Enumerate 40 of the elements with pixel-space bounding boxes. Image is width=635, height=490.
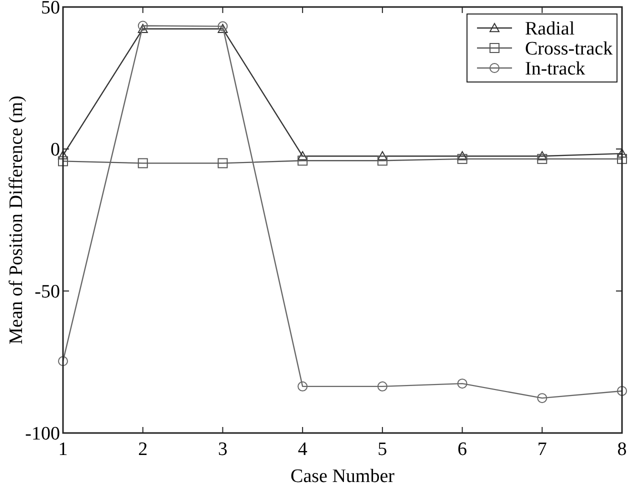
point <box>218 158 228 168</box>
point <box>617 386 627 396</box>
point <box>537 393 548 404</box>
point <box>377 156 388 166</box>
y-tick-label: 0 <box>50 140 60 161</box>
point <box>457 154 468 164</box>
point <box>617 148 627 158</box>
x-tick-label: 8 <box>617 439 627 460</box>
y-tick-label: -100 <box>25 424 60 445</box>
point <box>537 151 548 160</box>
point <box>377 151 388 160</box>
point <box>457 378 468 389</box>
point <box>537 154 548 164</box>
point <box>457 151 468 160</box>
point <box>58 156 68 166</box>
legend-label: In-track <box>525 58 586 80</box>
point <box>617 154 627 164</box>
point <box>298 156 308 166</box>
x-axis-title: Case Number <box>290 466 396 487</box>
point <box>58 356 68 366</box>
point <box>138 24 148 33</box>
x-tick-label: 3 <box>218 439 228 460</box>
x-tick-label: 5 <box>378 439 388 460</box>
point <box>298 381 308 392</box>
legend-label: Cross-track <box>525 38 614 60</box>
point <box>138 158 148 168</box>
point <box>218 24 228 33</box>
point <box>58 150 68 160</box>
x-tick-label: 6 <box>458 439 468 460</box>
point <box>377 381 388 392</box>
x-tick-label: 2 <box>138 439 148 460</box>
point <box>138 20 148 31</box>
x-tick-label: 4 <box>298 439 308 460</box>
y-axis-title: Mean of Position Difference (m) <box>6 96 27 344</box>
x-tick-label: 1 <box>58 439 68 460</box>
legend-label: Radial <box>525 18 575 40</box>
y-tick-label: 50 <box>41 0 60 19</box>
x-tick-label: 7 <box>537 439 547 460</box>
y-tick-label: -50 <box>34 282 60 303</box>
point <box>298 151 308 160</box>
